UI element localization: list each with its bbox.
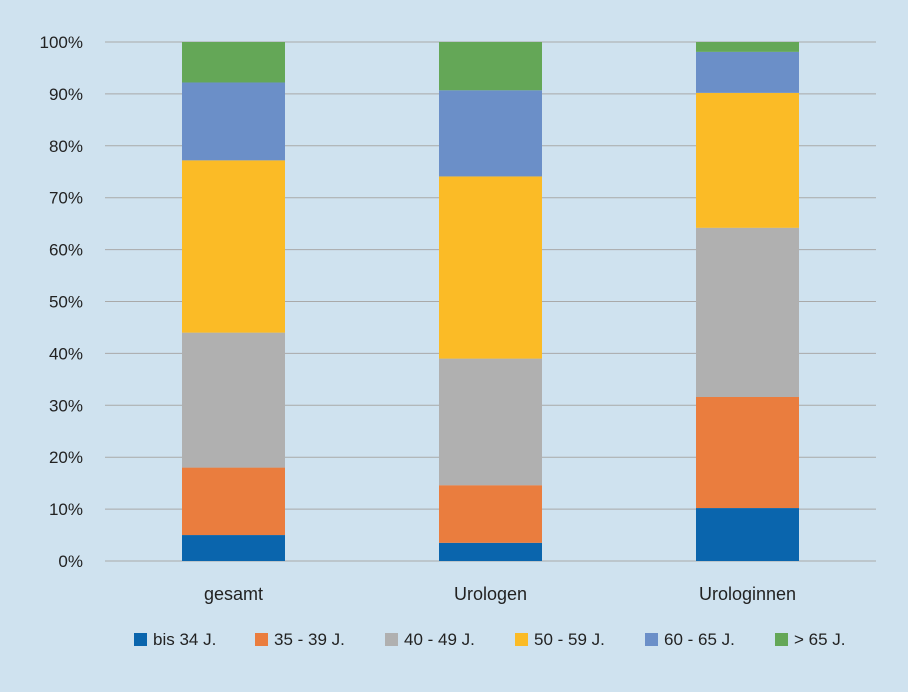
legend-swatch: [645, 633, 658, 646]
bar-segment: [182, 160, 285, 333]
legend-label: 60 - 65 J.: [664, 630, 735, 649]
x-category-label: gesamt: [204, 584, 263, 604]
bar-segment: [439, 485, 542, 543]
y-tick-label: 70%: [49, 189, 83, 208]
bar-segment: [439, 176, 542, 359]
y-tick-label: 30%: [49, 396, 83, 415]
bar-segment: [182, 332, 285, 468]
legend-swatch: [775, 633, 788, 646]
bar-segment: [182, 42, 285, 83]
bar-segment: [439, 90, 542, 177]
legend-swatch: [385, 633, 398, 646]
y-axis-tick-labels: 0% 10% 20% 30% 40% 50% 60% 70% 80% 90% 100%: [40, 33, 83, 571]
bar-segment: [182, 467, 285, 536]
x-category-label: Urologen: [454, 584, 527, 604]
bar-segment: [182, 82, 285, 161]
bar-segment: [696, 92, 799, 228]
y-tick-label: 90%: [49, 85, 83, 104]
legend-label: bis 34 J.: [153, 630, 216, 649]
y-tick-label: 80%: [49, 137, 83, 156]
bars: [182, 42, 799, 561]
x-category-label: Urologinnen: [699, 584, 796, 604]
legend-label: 40 - 49 J.: [404, 630, 475, 649]
legend: bis 34 J. 35 - 39 J. 40 - 49 J. 50 - 59 J. 6…: [134, 630, 846, 649]
legend-swatch: [255, 633, 268, 646]
y-tick-label: 50%: [49, 293, 83, 312]
y-tick-label: 60%: [49, 241, 83, 260]
bar-segment: [439, 542, 542, 561]
bar-segment: [439, 42, 542, 91]
bar-segment: [696, 51, 799, 93]
x-axis-category-labels: gesamt Urologen Urologinnen: [204, 584, 796, 604]
legend-swatch: [515, 633, 528, 646]
bar-segment: [696, 42, 799, 52]
legend-label: 35 - 39 J.: [274, 630, 345, 649]
y-tick-label: 40%: [49, 344, 83, 363]
bar-segment: [696, 508, 799, 561]
y-tick-label: 0%: [58, 552, 83, 571]
legend-label: > 65 J.: [794, 630, 846, 649]
bar-segment: [696, 396, 799, 509]
y-tick-label: 10%: [49, 500, 83, 519]
bar-segment: [182, 535, 285, 561]
bar-segment: [696, 227, 799, 397]
legend-swatch: [134, 633, 147, 646]
y-tick-label: 100%: [40, 33, 83, 52]
y-tick-label: 20%: [49, 448, 83, 467]
legend-label: 50 - 59 J.: [534, 630, 605, 649]
bar-segment: [439, 358, 542, 486]
